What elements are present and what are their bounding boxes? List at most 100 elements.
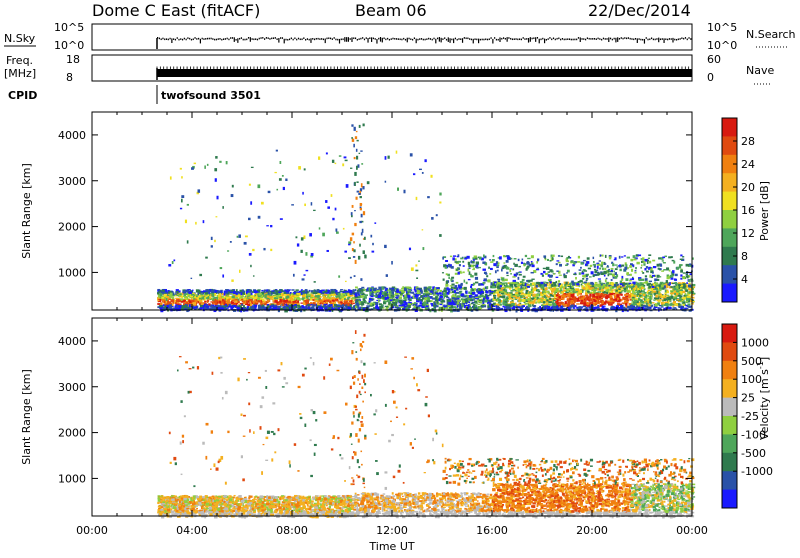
power-echo <box>319 290 322 293</box>
noise-sample <box>580 37 581 42</box>
noise-sample <box>517 39 518 41</box>
power-echo <box>200 307 203 309</box>
power-echo <box>301 292 303 294</box>
freq-band <box>157 69 692 77</box>
power-echo <box>498 299 501 302</box>
power-echo <box>199 291 201 293</box>
noise-left-tick-low: 10^0 <box>54 39 84 52</box>
power-echo <box>554 299 557 300</box>
power-echo <box>543 301 546 303</box>
power-echo <box>334 304 337 306</box>
power-echo <box>437 289 439 291</box>
power-echo <box>211 305 213 307</box>
power-echo <box>242 292 245 295</box>
power-echo <box>635 286 637 288</box>
power-echo <box>477 291 479 293</box>
noise-sample <box>207 38 208 40</box>
noise-sample <box>556 38 557 40</box>
power-echo <box>467 306 469 308</box>
noise-sample <box>414 37 415 39</box>
power-echo <box>400 301 403 303</box>
power-echo <box>301 298 304 300</box>
noise-sample <box>615 38 616 43</box>
noise-sample <box>596 38 597 40</box>
noise-sample <box>287 39 288 41</box>
power-echo <box>265 303 267 305</box>
power-echo <box>159 306 162 308</box>
power-echo <box>249 290 251 293</box>
noise-sample <box>350 38 351 40</box>
power-echo <box>639 286 641 289</box>
noise-sample <box>237 38 238 43</box>
power-echo <box>206 297 209 299</box>
noise-right-tick-low: 10^0 <box>707 39 737 52</box>
power-echo <box>665 303 668 306</box>
noise-sample <box>597 38 598 40</box>
power-echo <box>430 296 433 297</box>
power-echo <box>275 291 277 293</box>
power-echo <box>387 299 390 301</box>
noise-sample <box>581 38 582 40</box>
power-echo <box>457 305 459 307</box>
power-echo <box>337 298 339 299</box>
power-echo <box>297 293 300 295</box>
power-echo <box>404 302 407 305</box>
power-echo <box>338 307 340 309</box>
noise-sample <box>385 39 386 41</box>
noise-sample <box>617 37 618 42</box>
power-echo <box>579 290 582 293</box>
power-echo <box>463 301 465 303</box>
noise-sample <box>391 38 392 40</box>
noise-sample <box>291 37 292 39</box>
power-echo <box>599 297 601 298</box>
power-echo <box>267 295 270 297</box>
noise-sample <box>551 39 552 41</box>
power-echo <box>255 294 257 295</box>
noise-sample <box>558 38 559 40</box>
noise-sample <box>250 37 251 42</box>
power-echo <box>414 305 416 308</box>
power-echo <box>629 295 631 298</box>
noise-sample <box>514 38 515 40</box>
noise-sample <box>171 38 172 43</box>
power-echo <box>218 305 221 307</box>
noise-sample <box>671 38 672 40</box>
freq-tick-low: 8 <box>66 71 73 84</box>
power-echo <box>340 295 342 298</box>
power-echo <box>223 306 226 308</box>
noise-sample <box>647 39 648 41</box>
noise-sample <box>587 37 588 39</box>
noise-sample <box>533 37 534 39</box>
power-echo <box>634 308 636 310</box>
power-echo <box>568 308 571 311</box>
power-echo <box>278 293 281 295</box>
noise-sample <box>225 38 226 40</box>
power-echo <box>512 294 515 295</box>
power-echo <box>324 304 328 305</box>
noise-sample <box>362 37 363 39</box>
noise-sample <box>193 38 194 40</box>
power-echo <box>481 295 484 297</box>
power-echo <box>419 305 423 307</box>
noise-sample <box>202 38 203 40</box>
noise-sample <box>387 38 388 40</box>
power-echo <box>439 307 441 310</box>
power-echo <box>674 293 676 295</box>
power-echo <box>350 304 352 307</box>
power-echo <box>687 306 689 308</box>
power-echo <box>586 295 588 298</box>
power-echo <box>164 292 167 293</box>
power-echo <box>439 298 441 301</box>
power-echo <box>213 306 215 309</box>
power-echo <box>237 307 240 310</box>
power-echo <box>396 289 399 292</box>
noise-sample <box>257 39 258 41</box>
power-echo <box>521 293 523 295</box>
power-echo <box>586 303 588 306</box>
power-echo <box>199 298 202 300</box>
power-echo <box>688 288 691 290</box>
power-echo <box>508 282 510 284</box>
power-echo <box>205 292 208 294</box>
noise-panel-frame <box>92 24 692 50</box>
power-echo <box>585 298 587 300</box>
